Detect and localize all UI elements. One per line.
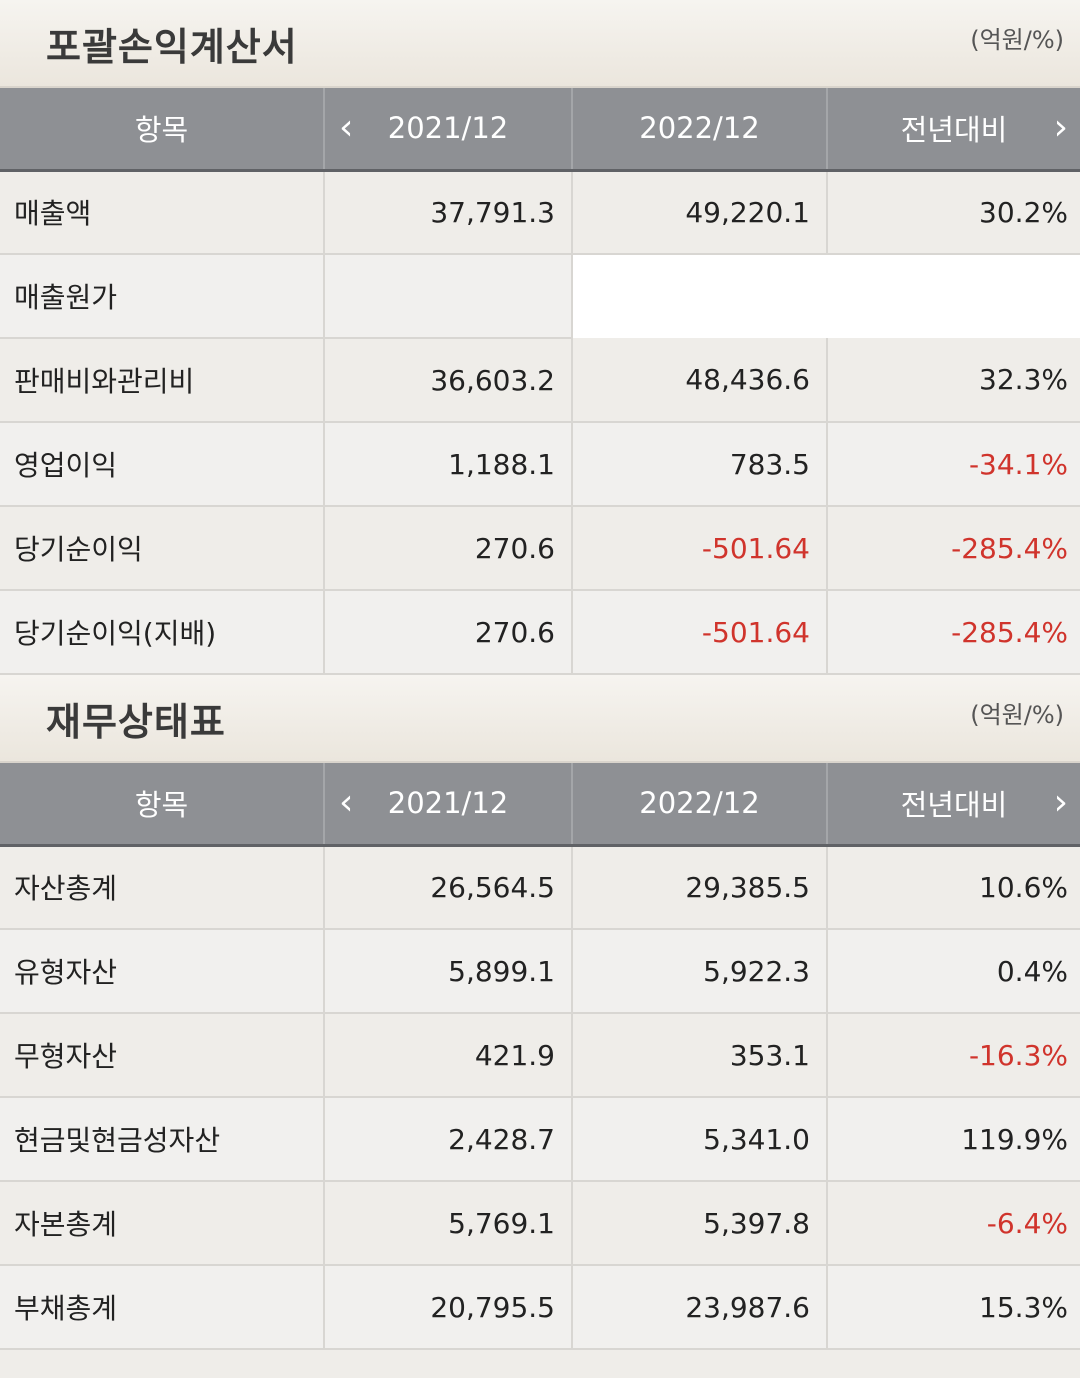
cell-2022: 5,922.3: [572, 929, 828, 1014]
row-label: 판매비와관리비: [0, 338, 325, 423]
table-row: 자본총계 5,769.1 5,397.8 -6.4%: [0, 1181, 1080, 1266]
cell-2022: 783.5: [572, 422, 828, 507]
table-row: 현금및현금성자산 2,428.7 5,341.0 119.9%: [0, 1097, 1080, 1182]
cell-2021: 270.6: [324, 506, 573, 591]
header-yoy-label: 전년대비: [900, 113, 1008, 148]
cell-yoy: 10.6%: [827, 845, 1080, 930]
chevron-left-icon[interactable]: ‹: [339, 107, 354, 149]
cell-2021: 20,795.5: [324, 1265, 573, 1350]
cell-2021: [324, 254, 573, 339]
row-label: 무형자산: [0, 1013, 325, 1098]
cell-2021: 2,428.7: [324, 1097, 573, 1182]
row-label: 부채총계: [0, 1265, 325, 1350]
income-unit: (억원/%): [970, 26, 1064, 54]
cell-2021: 26,564.5: [324, 845, 573, 930]
table-row: 매출액 37,791.3 49,220.1 30.2%: [0, 170, 1080, 255]
table-row: 당기순이익(지배) 270.6 -501.64 -285.4%: [0, 590, 1080, 675]
row-label: 자본총계: [0, 1181, 325, 1266]
cell-yoy: -16.3%: [827, 1013, 1080, 1098]
cell-yoy: 32.3%: [827, 338, 1080, 423]
row-label: 매출원가: [0, 254, 325, 339]
cell-2021: 36,603.2: [324, 338, 573, 423]
header-year-1: ‹ 2021/12: [323, 763, 573, 847]
table-row: 매출원가: [0, 254, 1080, 339]
table-row: 당기순이익 270.6 -501.64 -285.4%: [0, 506, 1080, 591]
cell-2022: 23,987.6: [572, 1265, 828, 1350]
cell-2021: 421.9: [324, 1013, 573, 1098]
cell-yoy: [827, 254, 1080, 338]
table-row: 자산총계 26,564.5 29,385.5 10.6%: [0, 845, 1080, 930]
header-yoy: 전년대비 ›: [826, 763, 1080, 847]
chevron-right-icon[interactable]: ›: [1053, 107, 1068, 149]
table-row: 유형자산 5,899.1 5,922.3 0.4%: [0, 929, 1080, 1014]
header-year-1-label: 2021/12: [387, 111, 509, 146]
income-title: 포괄손익계산서: [46, 25, 298, 69]
chevron-right-icon[interactable]: ›: [1053, 782, 1068, 824]
income-table: 항목 ‹ 2021/12 2022/12 전년대비 › 매출액 37,791.3…: [0, 88, 1080, 675]
cell-2022: 29,385.5: [572, 845, 828, 930]
cell-yoy: 30.2%: [827, 170, 1080, 255]
bottom-spacer: [0, 1350, 1080, 1372]
cell-2022: -501.64: [572, 590, 828, 675]
cell-yoy: -285.4%: [827, 506, 1080, 591]
header-item-label: 항목: [134, 788, 189, 823]
balance-unit: (억원/%): [970, 701, 1064, 729]
header-year-2-label: 2022/12: [639, 786, 760, 821]
cell-2021: 5,769.1: [324, 1181, 573, 1266]
cell-2022: 5,397.8: [572, 1181, 828, 1266]
cell-yoy: 119.9%: [827, 1097, 1080, 1182]
header-yoy: 전년대비 ›: [826, 88, 1080, 172]
cell-yoy: -34.1%: [827, 422, 1080, 507]
header-year-1: ‹ 2021/12: [323, 88, 573, 172]
cell-yoy: -6.4%: [827, 1181, 1080, 1266]
header-item: 항목: [0, 763, 325, 847]
balance-table: 항목 ‹ 2021/12 2022/12 전년대비 › 자산총계 26,564.…: [0, 763, 1080, 1350]
row-label: 유형자산: [0, 929, 325, 1014]
header-year-2-label: 2022/12: [639, 111, 760, 146]
cell-2022: 48,436.6: [572, 338, 828, 423]
cell-2022: 5,341.0: [572, 1097, 828, 1182]
header-item-label: 항목: [134, 113, 189, 148]
cell-2022: 49,220.1: [572, 170, 828, 255]
row-label: 당기순이익: [0, 506, 325, 591]
row-label: 영업이익: [0, 422, 325, 507]
table-row: 영업이익 1,188.1 783.5 -34.1%: [0, 422, 1080, 507]
balance-header-row: 항목 ‹ 2021/12 2022/12 전년대비 ›: [0, 763, 1080, 847]
header-item: 항목: [0, 88, 325, 172]
cell-2021: 1,188.1: [324, 422, 573, 507]
cell-2022: 353.1: [572, 1013, 828, 1098]
cell-2021: 270.6: [324, 590, 573, 675]
header-year-1-label: 2021/12: [387, 786, 509, 821]
table-row: 부채총계 20,795.5 23,987.6 15.3%: [0, 1265, 1080, 1350]
balance-title: 재무상태표: [46, 700, 226, 744]
row-label: 매출액: [0, 170, 325, 255]
cell-2021: 5,899.1: [324, 929, 573, 1014]
header-yoy-label: 전년대비: [900, 788, 1008, 823]
header-year-2: 2022/12: [571, 88, 828, 172]
cell-2021: 37,791.3: [324, 170, 573, 255]
row-label: 현금및현금성자산: [0, 1097, 325, 1182]
table-row: 무형자산 421.9 353.1 -16.3%: [0, 1013, 1080, 1098]
balance-section-header: 재무상태표 (억원/%): [0, 675, 1080, 763]
row-label: 자산총계: [0, 845, 325, 930]
header-year-2: 2022/12: [571, 763, 828, 847]
chevron-left-icon[interactable]: ‹: [339, 782, 354, 824]
income-header-row: 항목 ‹ 2021/12 2022/12 전년대비 ›: [0, 88, 1080, 172]
table-row: 판매비와관리비 36,603.2 48,436.6 32.3%: [0, 338, 1080, 423]
income-section-header: 포괄손익계산서 (억원/%): [0, 0, 1080, 88]
cell-yoy: -285.4%: [827, 590, 1080, 675]
cell-2022: [572, 254, 827, 338]
cell-yoy: 0.4%: [827, 929, 1080, 1014]
cell-yoy: 15.3%: [827, 1265, 1080, 1350]
row-label: 당기순이익(지배): [0, 590, 325, 675]
cell-2022: -501.64: [572, 506, 828, 591]
